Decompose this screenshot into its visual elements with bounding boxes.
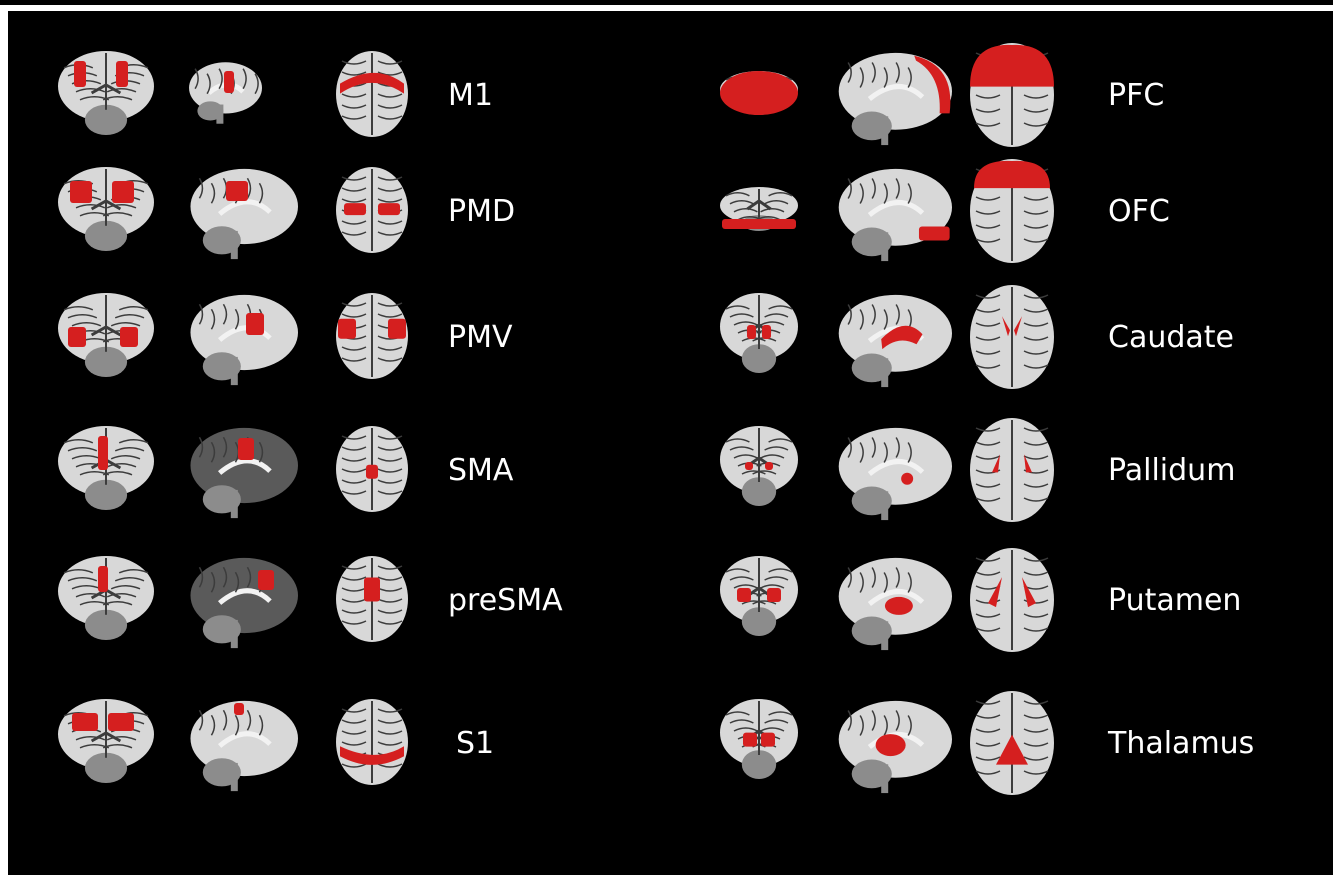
axial-slice-presma — [336, 556, 408, 642]
sagittal-slice-ofc — [834, 167, 952, 263]
region-label-presma: preSMA — [448, 583, 563, 618]
sagittal-slice-pallidum — [834, 426, 952, 522]
sagittal-slice-pmd — [186, 167, 298, 261]
axial-slice-pallidum — [970, 418, 1054, 522]
coronal-slice-ofc — [720, 187, 798, 231]
region-label-sma: SMA — [448, 453, 514, 488]
roi-panel: M1 PMD PMV SMA preSMA S1 PFC OFC Caudate Pallidum… — [8, 11, 1333, 875]
coronal-slice-pmd — [58, 167, 154, 251]
axial-slice-pfc — [970, 43, 1054, 147]
sagittal-slice-thalamus — [834, 699, 952, 795]
region-label-pmd: PMD — [448, 194, 516, 229]
coronal-slice-sma — [58, 426, 154, 510]
region-label-s1: S1 — [456, 726, 495, 761]
sagittal-slice-presma — [186, 556, 298, 650]
region-label-pmv: PMV — [448, 320, 513, 355]
axial-slice-pmv — [336, 293, 408, 379]
axial-slice-ofc — [970, 159, 1054, 263]
axial-slice-caudate — [970, 285, 1054, 389]
region-label-pfc: PFC — [1108, 78, 1165, 113]
coronal-slice-pfc — [720, 71, 798, 115]
axial-slice-putamen — [970, 548, 1054, 652]
region-label-ofc: OFC — [1108, 194, 1170, 229]
sagittal-slice-pfc — [834, 51, 952, 147]
axial-slice-thalamus — [970, 691, 1054, 795]
region-label-putamen: Putamen — [1108, 583, 1242, 618]
sagittal-slice-m1 — [186, 61, 262, 125]
sagittal-slice-putamen — [834, 556, 952, 652]
region-label-m1: M1 — [448, 78, 493, 113]
axial-slice-s1 — [336, 699, 408, 785]
coronal-slice-putamen — [720, 556, 798, 636]
sagittal-slice-s1 — [186, 699, 298, 793]
region-label-pallidum: Pallidum — [1108, 453, 1236, 488]
axial-slice-m1 — [336, 51, 408, 137]
sagittal-slice-caudate — [834, 293, 952, 389]
coronal-slice-presma — [58, 556, 154, 640]
region-label-caudate: Caudate — [1108, 320, 1234, 355]
coronal-slice-thalamus — [720, 699, 798, 779]
coronal-slice-m1 — [58, 51, 154, 135]
top-rule — [0, 0, 1333, 5]
coronal-slice-caudate — [720, 293, 798, 373]
coronal-slice-pallidum — [720, 426, 798, 506]
region-label-thalamus: Thalamus — [1108, 726, 1255, 761]
coronal-slice-pmv — [58, 293, 154, 377]
sagittal-slice-sma — [186, 426, 298, 520]
axial-slice-sma — [336, 426, 408, 512]
axial-slice-pmd — [336, 167, 408, 253]
sagittal-slice-pmv — [186, 293, 298, 387]
coronal-slice-s1 — [58, 699, 154, 783]
